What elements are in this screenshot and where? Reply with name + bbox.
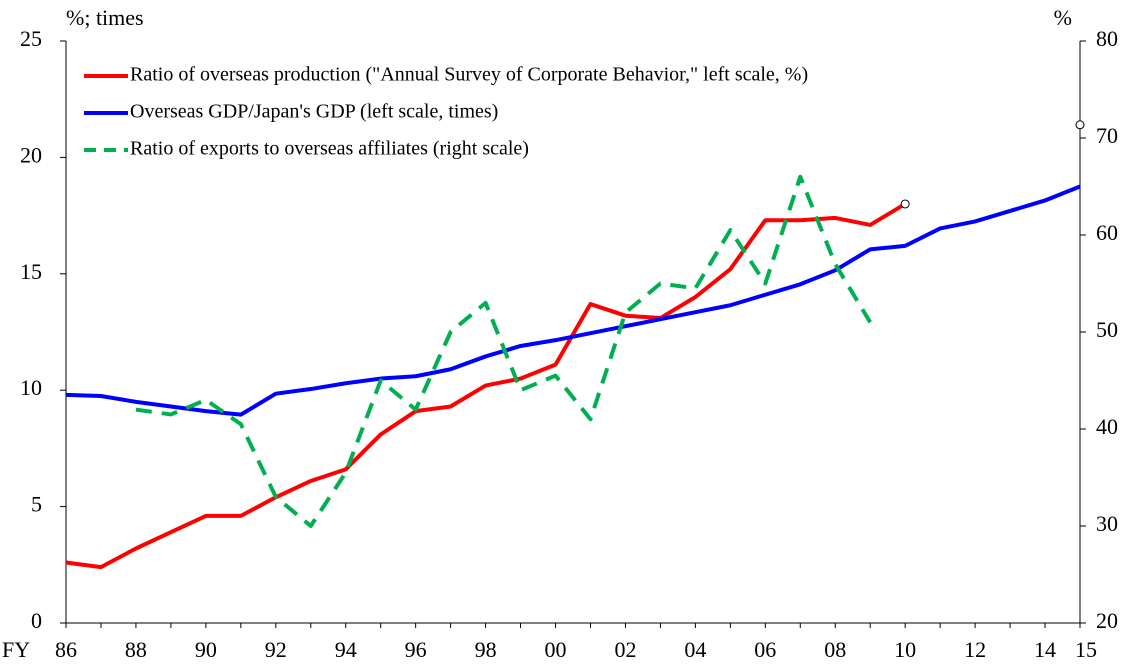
x-tick-label: 14 bbox=[1034, 637, 1056, 662]
y2-tick-label: 40 bbox=[1096, 414, 1118, 439]
x-tick-label: 10 bbox=[894, 637, 916, 662]
y2-tick-label: 70 bbox=[1096, 123, 1118, 148]
x-tick-label: 92 bbox=[265, 637, 287, 662]
y-tick-label: 20 bbox=[20, 142, 42, 167]
y-tick-label: 15 bbox=[20, 259, 42, 284]
y-tick-label: 10 bbox=[20, 375, 42, 400]
y2-tick-label: 60 bbox=[1096, 220, 1118, 245]
y-tick-label: 0 bbox=[31, 608, 42, 633]
y2-tick-label: 20 bbox=[1096, 608, 1118, 633]
x-tick-label: 00 bbox=[545, 637, 567, 662]
series-line bbox=[135, 174, 872, 528]
x-tick-label: 90 bbox=[195, 637, 217, 662]
x-tick-label: 96 bbox=[405, 637, 427, 662]
y-axis-label: %; times bbox=[66, 5, 144, 30]
y2-tick-label: 50 bbox=[1096, 317, 1118, 342]
x-tick-label: 94 bbox=[335, 637, 357, 662]
y2-axis-label: % bbox=[1054, 5, 1072, 30]
legend-label: Ratio of overseas production ("Annual Su… bbox=[130, 64, 808, 86]
x-tick-label: 86 bbox=[55, 637, 77, 662]
series-line bbox=[65, 202, 907, 570]
projection-point bbox=[900, 199, 910, 209]
y-tick-label: 5 bbox=[31, 492, 42, 517]
y-tick-label: 25 bbox=[20, 26, 42, 51]
legend-label: Ratio of exports to overseas affiliates … bbox=[130, 138, 529, 160]
x-tick-label: 12 bbox=[964, 637, 986, 662]
y2-tick-label: 80 bbox=[1096, 26, 1118, 51]
x-tick-label: 88 bbox=[125, 637, 147, 662]
series-line bbox=[65, 184, 1081, 417]
x-tick-label: 98 bbox=[475, 637, 497, 662]
x-tick-label: 15 bbox=[1075, 637, 1097, 662]
legend-label: Overseas GDP/Japan's GDP (left scale, ti… bbox=[130, 101, 498, 123]
x-tick-label: 02 bbox=[614, 637, 636, 662]
x-axis-label: FY bbox=[2, 637, 30, 662]
x-tick-label: 04 bbox=[684, 637, 706, 662]
x-tick-label: 06 bbox=[754, 637, 776, 662]
x-tick-label: 08 bbox=[824, 637, 846, 662]
y2-tick-label: 30 bbox=[1096, 511, 1118, 536]
projection-point bbox=[1075, 120, 1085, 130]
